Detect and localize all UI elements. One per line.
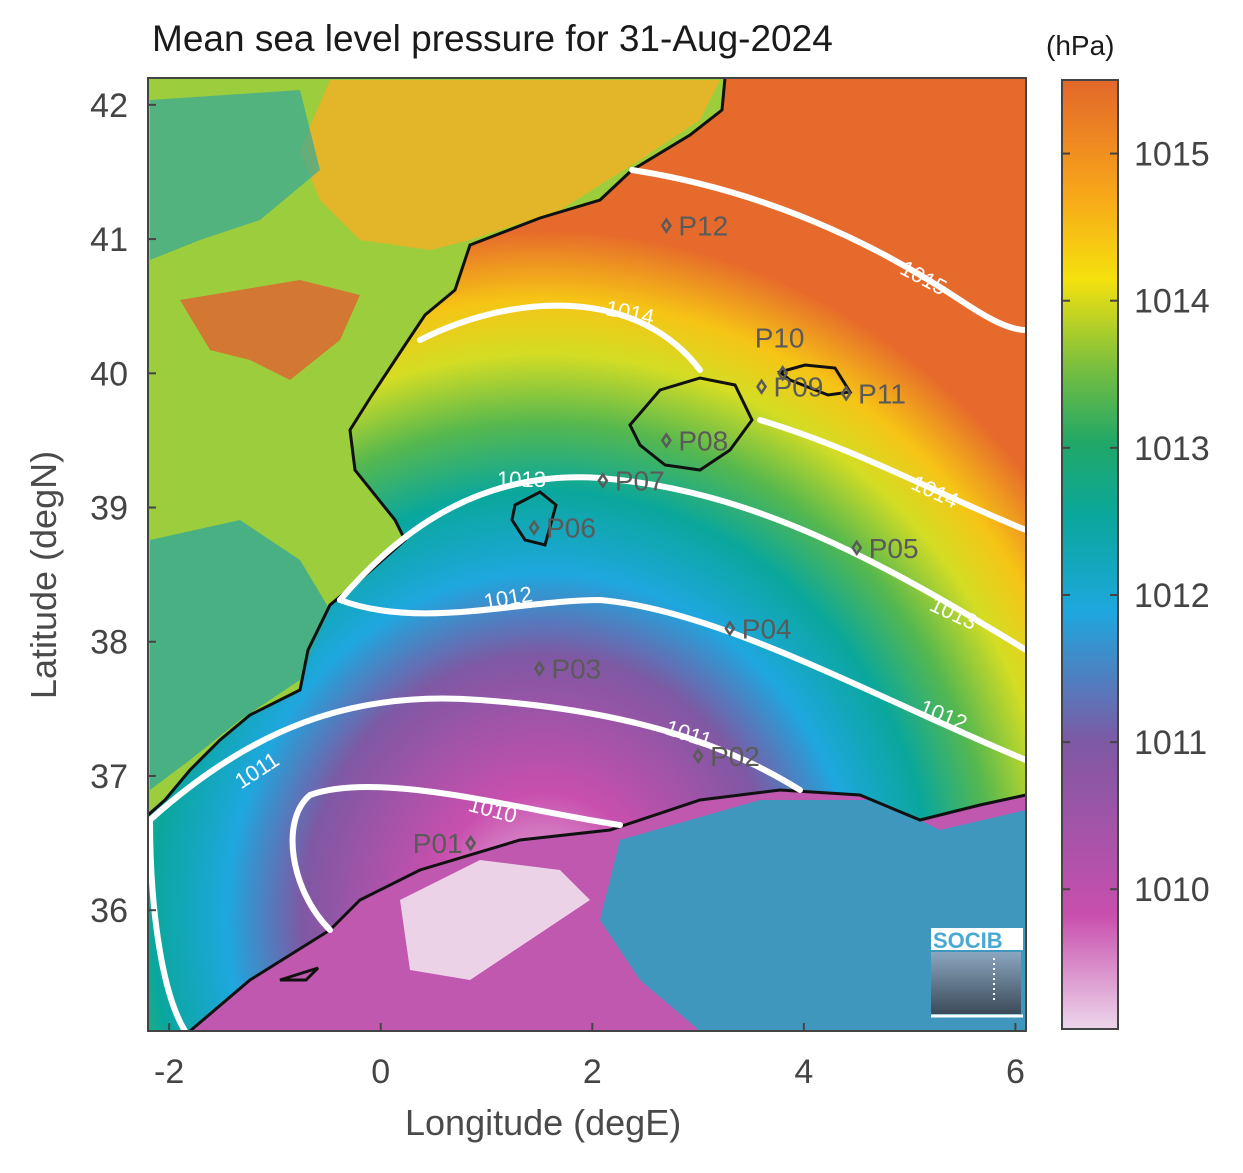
station-marker: [660, 217, 672, 234]
colorbar: [1061, 79, 1119, 1030]
iberia-high-terrain: [300, 80, 720, 250]
socib-logo: SOCIB: [931, 928, 1023, 1018]
north-africa-teal: [600, 800, 1026, 1031]
station-label: P07: [615, 466, 665, 497]
y-tick-label: 40: [90, 355, 128, 393]
iberia-south-teal: [150, 520, 330, 790]
ibiza-coast: [510, 490, 558, 547]
y-tick-label: 36: [90, 892, 128, 930]
colorbar-ticks: 1015 1014 1013 1012 1011 1010: [1062, 136, 1210, 909]
colorbar-unit: (hPa): [1046, 30, 1115, 61]
colorbar-tick-label: 1012: [1134, 577, 1210, 615]
x-tick-label: 6: [1006, 1053, 1025, 1091]
map-title: Mean sea level pressure for 31-Aug-2024: [152, 18, 833, 59]
station-label: P06: [546, 513, 596, 544]
isobar-1012: [337, 596, 1026, 763]
colorbar-tick-label: 1015: [1134, 136, 1210, 174]
colorbar-tick-label: 1011: [1134, 724, 1207, 762]
isobar-1014: [417, 302, 1026, 533]
station-marker: [597, 472, 609, 489]
station-label: P04: [742, 613, 792, 644]
x-axis-label: Longitude (degE): [405, 1102, 682, 1143]
isobar-1010: [289, 783, 623, 933]
y-tick-label: 38: [90, 624, 128, 662]
colorbar-tick-label: 1014: [1134, 283, 1210, 321]
x-tick-label: -2: [154, 1053, 184, 1091]
isobar-label-1013-a: 1013: [497, 467, 546, 492]
station-label: P05: [869, 533, 919, 564]
iberia-mountains: [180, 280, 360, 380]
station-marker: [777, 365, 789, 382]
isobars: [148, 167, 1026, 1031]
station-label: P10: [755, 322, 805, 353]
y-tick-label: 41: [90, 221, 128, 259]
station-marker: [851, 539, 863, 557]
y-tick-label: 42: [90, 87, 128, 125]
station-marker: [465, 834, 477, 852]
station-label: P12: [678, 211, 728, 242]
station-label: P11: [858, 378, 906, 409]
colorbar-tick-label: 1013: [1134, 430, 1210, 468]
map-plot-area: 1015 1014 1014 1013 1013 1012 1012 1011 …: [148, 78, 1026, 1031]
x-tick-label: 4: [794, 1053, 813, 1091]
y-tick-label: 37: [90, 758, 128, 796]
y-axis-ticks: 42 41 40 39 38 37 36: [90, 87, 156, 930]
station-marker: [840, 385, 852, 402]
station-marker: [660, 432, 672, 449]
station-label: P08: [678, 425, 728, 456]
station-label: P02: [710, 741, 760, 772]
station-marker: [533, 660, 545, 677]
station-marker: [756, 378, 768, 395]
isobar-1011: [148, 695, 803, 823]
x-tick-label: 2: [583, 1053, 602, 1091]
y-tick-label: 39: [90, 490, 128, 528]
plot-frame: [147, 77, 1027, 1032]
isobar-1011-west: [148, 817, 188, 1031]
colorbar-tick-label: 1010: [1134, 871, 1210, 909]
x-axis-ticks: -2 0 2 4 6: [154, 1023, 1025, 1091]
socib-logo-text: SOCIB: [933, 928, 1003, 953]
iberia-plateau-teal: [150, 90, 320, 260]
station-label: P01: [413, 828, 463, 859]
station-marker: [724, 620, 736, 637]
station-marker: [528, 519, 540, 536]
station-marker: [692, 747, 704, 765]
x-tick-label: 0: [371, 1053, 390, 1091]
isobar-1013: [337, 474, 1026, 653]
station-label: P03: [551, 654, 601, 685]
isobar-1015: [629, 167, 1026, 333]
north-africa-white: [400, 860, 590, 980]
mallorca-coast: [628, 376, 754, 472]
